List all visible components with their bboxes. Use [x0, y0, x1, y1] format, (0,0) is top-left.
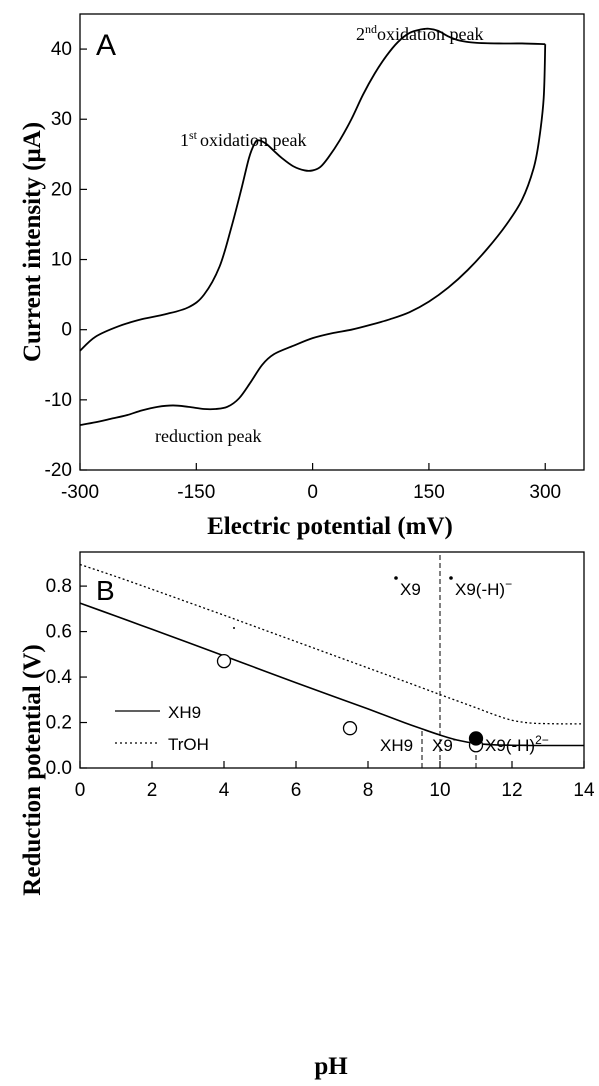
panel-b-y-tick-label: 0.6: [46, 622, 72, 643]
panel-b-x-tick-label: 12: [501, 780, 522, 801]
cv-reverse-scan-line: [79, 44, 547, 426]
x9-h-dot: [449, 576, 453, 580]
region-label-x9-h-2minus-sup: 2−: [535, 733, 549, 747]
panel-a-label: A: [96, 29, 116, 62]
cv-forward-scan-line: [79, 27, 546, 352]
speck-mark: [233, 627, 235, 629]
first-peak-annotation: 1st oxidation peak: [180, 128, 307, 150]
first-peak-text: oxidation peak: [200, 130, 306, 150]
panel-a-x-axis-label: Electric potential (mV): [207, 513, 453, 540]
region-label-x9-top: X9: [400, 580, 421, 599]
second-peak-sup: nd: [365, 22, 377, 36]
panel-a-x-tick-label: -150: [177, 482, 215, 503]
troh-curve: [79, 563, 585, 725]
panel-b-y-tick-label: 0.4: [46, 667, 73, 688]
panel-a: -300 -150 0 150 300 -20 -10 0 10 20 30 40 A 1st oxi…: [19, 13, 585, 540]
panel-a-y-tick-label: 30: [51, 109, 72, 130]
panel-a-series: [79, 27, 547, 426]
panel-b-label: B: [96, 575, 115, 606]
second-peak-annotation: 2ndoxidation peak: [356, 22, 483, 44]
panel-b: 0 2 4 6 8 10 12 14 0.0 0.2 0.4 0.6 0.8 B X9 X9(-H)−…: [19, 551, 595, 1080]
panel-b-x-axis-label: pH: [314, 1053, 348, 1080]
panel-a-y-tick-label: -10: [45, 390, 72, 411]
panel-b-x-tick-label: 6: [291, 780, 302, 801]
panel-a-y-axis-label: Current intensity (μA): [19, 122, 46, 362]
filled-data-point: [468, 731, 484, 746]
panel-b-x-tick-label: 10: [429, 780, 450, 801]
panel-b-series: [79, 563, 585, 747]
panel-a-y-tick-label: 40: [51, 39, 72, 60]
first-peak-sup: st: [189, 128, 198, 142]
panel-a-x-tick-label: 150: [413, 482, 445, 503]
panel-a-y-tick-label: 10: [51, 250, 72, 271]
open-data-point: [342, 721, 358, 736]
panel-a-y-ticks: -20 -10 0 10 20 30 40: [45, 39, 87, 481]
region-label-x9-h-top: X9(-H)−: [455, 577, 512, 599]
panel-b-legend: XH9 TrOH: [115, 703, 209, 754]
panel-a-y-tick-label: -20: [45, 460, 72, 481]
region-label-x9-h-2minus: X9(-H)2−: [485, 733, 549, 755]
panel-b-x-tick-label: 4: [219, 780, 230, 801]
panel-a-y-tick-label: 0: [61, 320, 72, 341]
panel-b-y-tick-label: 0.2: [46, 713, 72, 734]
open-data-point: [216, 653, 232, 669]
panel-b-y-tick-label: 0.8: [46, 576, 72, 597]
legend-troh-label: TrOH: [168, 735, 209, 754]
panel-b-y-tick-label: 0.0: [46, 758, 72, 779]
panel-b-x-tick-label: 8: [363, 780, 374, 801]
region-label-x9-minus-sup: −: [453, 733, 460, 747]
panel-a-x-tick-label: 300: [529, 482, 561, 503]
panel-a-x-ticks: -300 -150 0 150 300: [61, 463, 561, 503]
second-peak-text: oxidation peak: [377, 24, 483, 44]
panel-a-y-tick-label: 20: [51, 179, 72, 200]
panel-b-y-axis-label: Reduction potential (V): [19, 644, 46, 895]
panel-b-y-ticks: 0.0 0.2 0.4 0.6 0.8: [46, 576, 87, 779]
panel-b-x-tick-label: 0: [75, 780, 86, 801]
panel-b-x-tick-label: 14: [573, 780, 595, 801]
legend-xh9-label: XH9: [168, 703, 201, 722]
region-label-x9-minus: X9−: [432, 733, 460, 755]
reduction-peak-annotation: reduction peak: [155, 426, 261, 446]
panel-a-x-tick-label: -300: [61, 482, 99, 503]
region-label-x9-h-top-sup: −: [505, 577, 512, 591]
xh9-curve: [79, 602, 584, 747]
panel-b-x-tick-label: 2: [147, 780, 158, 801]
region-label-xh9: XH9: [380, 736, 413, 755]
panel-a-plot-frame: [79, 13, 585, 471]
panel-a-x-tick-label: 0: [307, 482, 318, 503]
panel-b-x-ticks: 0 2 4 6 8 10 12 14: [75, 761, 595, 801]
panel-b-plot-frame: [79, 551, 585, 769]
x9-dot: [394, 576, 398, 580]
panel-b-points: [216, 653, 484, 753]
panel-b-boundary-lines: [421, 552, 477, 768]
